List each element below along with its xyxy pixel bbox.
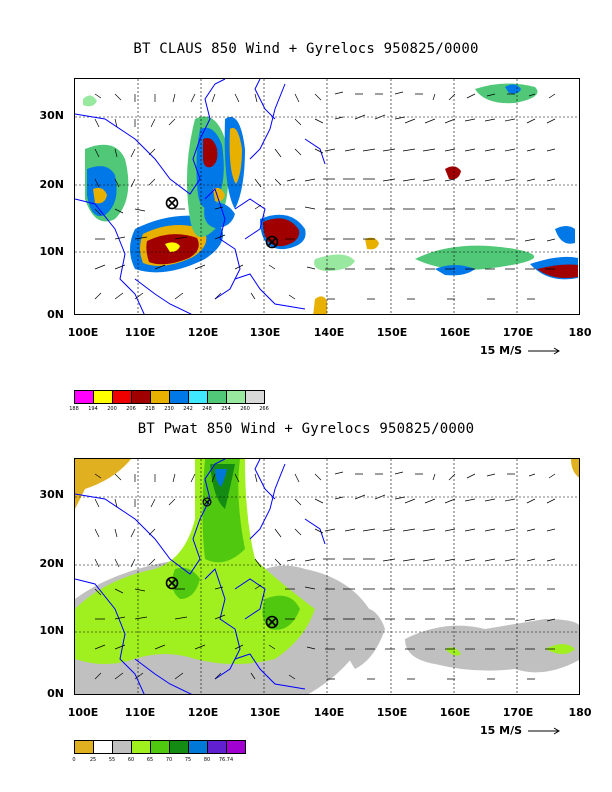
panel2-vector-scale: 15 M/S (480, 724, 562, 737)
panel1-lon-170e: 170E (502, 326, 534, 339)
panel1-colorbar-label: 194 (88, 406, 98, 412)
panel2-lat-30n: 30N (39, 488, 64, 501)
panel2-gyre-marker-2 (202, 497, 212, 507)
panel1-colorbar-label: 266 (259, 406, 269, 412)
panel1-map (74, 78, 580, 315)
panel1-colorbar (74, 390, 265, 404)
panel1-lon-100e: 100E (67, 326, 99, 339)
panel1-lon-140e: 140E (313, 326, 345, 339)
panel2-colorbar-swatch (188, 740, 208, 754)
panel1-colorbar-swatch (245, 390, 265, 404)
panel1-lat-30n: 30N (39, 109, 64, 122)
panel2-colorbar-swatch (93, 740, 113, 754)
panel1-colorbar-label: 248 (202, 406, 212, 412)
panel1-lon-120e: 120E (187, 326, 219, 339)
panel1-lon-150e: 150E (376, 326, 408, 339)
panel1-gyre-marker-1 (165, 196, 179, 210)
panel1-grid (75, 79, 579, 314)
panel2-colorbar-swatch (112, 740, 132, 754)
panel1-vector-scale: 15 M/S (480, 344, 562, 357)
panel1-cloud-fields (83, 83, 578, 314)
panel2-colorbar-swatch (207, 740, 227, 754)
panel1-lat-10n: 10N (39, 245, 64, 258)
panel2-lat-20n: 20N (39, 557, 64, 570)
panel2-title: BT Pwat 850 Wind + Gyrelocs 950825/0000 (137, 421, 475, 437)
panel1-colorbar-swatch (93, 390, 113, 404)
panel1-colorbar-label: 188 (69, 406, 79, 412)
panel1-scale-label: 15 M/S (480, 344, 523, 357)
panel2-lon-160e: 160E (439, 706, 471, 719)
panel1-lon-160e: 160E (439, 326, 471, 339)
panel2-pwat-fields (75, 459, 579, 694)
panel1-colorbar-label: 218 (145, 406, 155, 412)
panel2-lon-110e: 110E (124, 706, 156, 719)
panel2-lat-0n: 0N (47, 687, 64, 700)
panel1-map-graphic (75, 79, 579, 314)
panel2-colorbar (74, 740, 246, 754)
panel2-wind-vectors (94, 471, 556, 680)
panel1-lat-20n: 20N (39, 178, 64, 191)
panel1-lat-0n: 0N (47, 308, 64, 321)
panel2-grid (75, 459, 579, 694)
panel1-title: BT CLAUS 850 Wind + Gyrelocs 950825/0000 (133, 41, 479, 57)
panel1-colorbar-swatch (169, 390, 189, 404)
panel2-colorbar-label: 80 (203, 757, 211, 763)
panel1-colorbar-swatch (131, 390, 151, 404)
panel2-gyre-marker-3 (265, 615, 279, 629)
panel2-lon-120e: 120E (187, 706, 219, 719)
panel2-colorbar-swatch (150, 740, 170, 754)
panel1-coastlines (75, 79, 326, 314)
panel2-colorbar-label: 65 (146, 757, 154, 763)
panel2-colorbar-swatch (169, 740, 189, 754)
panel1-scale-arrow-icon (527, 347, 560, 355)
panel2-colorbar-label: 55 (108, 757, 116, 763)
panel1-gyre-marker-2 (265, 235, 279, 249)
panel2-colorbar-label: 70 (165, 757, 173, 763)
panel1-lon-180: 180 (568, 326, 592, 339)
panel2-lon-100e: 100E (67, 706, 99, 719)
panel1-wind-vectors (94, 91, 556, 300)
panel1-colorbar-label: 200 (107, 406, 117, 412)
panel2-gyre-marker-1 (165, 576, 179, 590)
panel1-colorbar-label: 242 (183, 406, 193, 412)
panel2-colorbar-label: 75 (184, 757, 192, 763)
panel1-colorbar-swatch (207, 390, 227, 404)
panel1-colorbar-swatch (112, 390, 132, 404)
panel2-colorbar-swatch (74, 740, 94, 754)
panel1-colorbar-label: 230 (164, 406, 174, 412)
panel1-colorbar-swatch (150, 390, 170, 404)
panel1-colorbar-swatch (226, 390, 246, 404)
panel2-lon-140e: 140E (313, 706, 345, 719)
panel1-colorbar-label: 254 (221, 406, 231, 412)
panel2-lon-150e: 150E (376, 706, 408, 719)
panel2-coastlines (75, 459, 326, 694)
panel1-colorbar-label: 206 (126, 406, 136, 412)
panel1-colorbar-swatch (74, 390, 94, 404)
panel2-scale-label: 15 M/S (480, 724, 523, 737)
panel2-lon-170e: 170E (502, 706, 534, 719)
panel2-colorbar-label: 76.74 (218, 757, 234, 763)
panel1-lon-130e: 130E (249, 326, 281, 339)
panel2-colorbar-label: 25 (89, 757, 97, 763)
panel2-map-graphic (75, 459, 579, 694)
panel2-map (74, 458, 580, 695)
panel1-colorbar-label: 260 (240, 406, 250, 412)
panel2-scale-arrow-icon (527, 727, 560, 735)
panel2-lat-10n: 10N (39, 624, 64, 637)
panel2-colorbar-label: 60 (127, 757, 135, 763)
panel2-colorbar-swatch (131, 740, 151, 754)
panel1-colorbar-swatch (188, 390, 208, 404)
panel2-colorbar-swatch (226, 740, 246, 754)
panel2-colorbar-label: 0 (72, 757, 76, 763)
panel2-lon-130e: 130E (249, 706, 281, 719)
panel1-lon-110e: 110E (124, 326, 156, 339)
panel2-lon-180: 180 (568, 706, 592, 719)
